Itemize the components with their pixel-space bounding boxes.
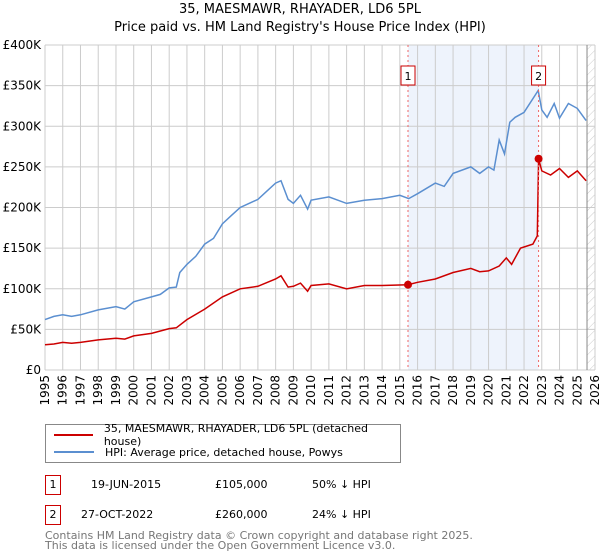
x-tick-label: 2013 [357, 375, 371, 406]
footer: Contains HM Land Registry data © Crown c… [45, 529, 473, 552]
transaction-date: 19-JUN-2015 [91, 478, 162, 491]
chart-subtitle: Price paid vs. HM Land Registry's House … [114, 20, 486, 35]
x-tick-label: 1997 [73, 375, 87, 406]
legend-swatch-red [54, 434, 93, 436]
x-tick-label: 2007 [251, 375, 265, 406]
x-tick-label: 1999 [109, 375, 123, 406]
x-tick-label: 2016 [411, 375, 425, 406]
legend-item-hpi: HPI: Average price, detached house, Powy… [54, 444, 343, 460]
x-tick-label: 2002 [162, 375, 176, 406]
transaction-price: £260,000 [215, 508, 268, 521]
transaction-price: £105,000 [215, 478, 268, 491]
x-tick-label: 2021 [499, 375, 513, 406]
x-tick-label: 2025 [570, 375, 584, 406]
marker-badge: 1 [45, 475, 61, 495]
marker-label: 2 [535, 70, 542, 83]
x-tick-label: 2003 [180, 375, 194, 406]
y-tick-label: £150K [3, 241, 43, 255]
marker-badge: 2 [45, 505, 61, 525]
legend-label: HPI: Average price, detached house, Powy… [105, 445, 343, 459]
x-tick-label: 2019 [464, 375, 478, 406]
x-tick-label: 2022 [517, 375, 531, 406]
y-tick-label: £350K [3, 79, 43, 93]
legend-label: 35, MAESMAWR, RHAYADER, LD6 5PL (detache… [103, 422, 368, 448]
price-chart: 1 2 £0 £50K £100K £150K £200K £250K £300K £350K £4… [3, 38, 600, 406]
y-tick-label: £100K [3, 282, 43, 296]
x-tick-label: 2005 [215, 375, 229, 406]
x-tick-label: 2001 [144, 375, 158, 406]
x-tick-label: 2000 [127, 375, 141, 406]
x-tick-label: 2014 [375, 375, 389, 406]
x-tick-label: 2015 [393, 375, 407, 406]
x-tick-label: 2011 [322, 375, 336, 406]
y-tick-label: £50K [10, 322, 42, 336]
marker-label-box [400, 65, 416, 86]
y-tick-label: £0 [26, 363, 41, 377]
footer-licence: This data is licensed under the Open Gov… [45, 539, 396, 552]
legend-swatch-blue [54, 451, 94, 453]
x-tick-label: 2026 [588, 375, 600, 406]
series-line [44, 88, 587, 321]
y-tick-label: £250K [3, 160, 43, 174]
x-tick-label: 2020 [482, 375, 496, 406]
x-tick-label: 2018 [446, 375, 460, 406]
series-line [44, 158, 587, 346]
x-tick-label: 2008 [269, 375, 283, 406]
x-tick-label: 2017 [428, 375, 442, 406]
x-tick-label: 1998 [91, 375, 105, 406]
x-tick-label: 2023 [535, 375, 549, 406]
x-tick-label: 1996 [56, 375, 70, 406]
legend-item-property: 35, MAESMAWR, RHAYADER, LD6 5PL (detache… [54, 422, 400, 448]
x-tick-label: 2006 [233, 375, 247, 406]
x-tick-label: 2024 [553, 375, 567, 406]
transaction-date: 27-OCT-2022 [81, 508, 154, 521]
y-tick-label: £300K [3, 119, 43, 133]
footer-copyright: Contains HM Land Registry data © Crown c… [45, 529, 473, 542]
sale-point [404, 280, 412, 289]
chart-title: 35, MAESMAWR, RHAYADER, LD6 5PL [179, 2, 421, 17]
x-tick-label: 2010 [304, 375, 318, 406]
x-tick-label: 2012 [340, 375, 354, 406]
sale-point [534, 154, 543, 163]
x-tick-label: 2004 [198, 375, 212, 406]
x-tick-label: 1995 [38, 375, 52, 406]
y-tick-label: £400K [3, 38, 43, 52]
marker-label-box [531, 65, 547, 86]
y-tick-label: £200K [3, 201, 43, 215]
transaction-hpi-diff: 24% ↓ HPI [312, 508, 371, 521]
transaction-hpi-diff: 50% ↓ HPI [312, 478, 371, 491]
x-tick-label: 2009 [286, 375, 300, 406]
chart-legend: 35, MAESMAWR, RHAYADER, LD6 5PL (detache… [45, 422, 401, 463]
marker-label: 1 [405, 70, 412, 83]
